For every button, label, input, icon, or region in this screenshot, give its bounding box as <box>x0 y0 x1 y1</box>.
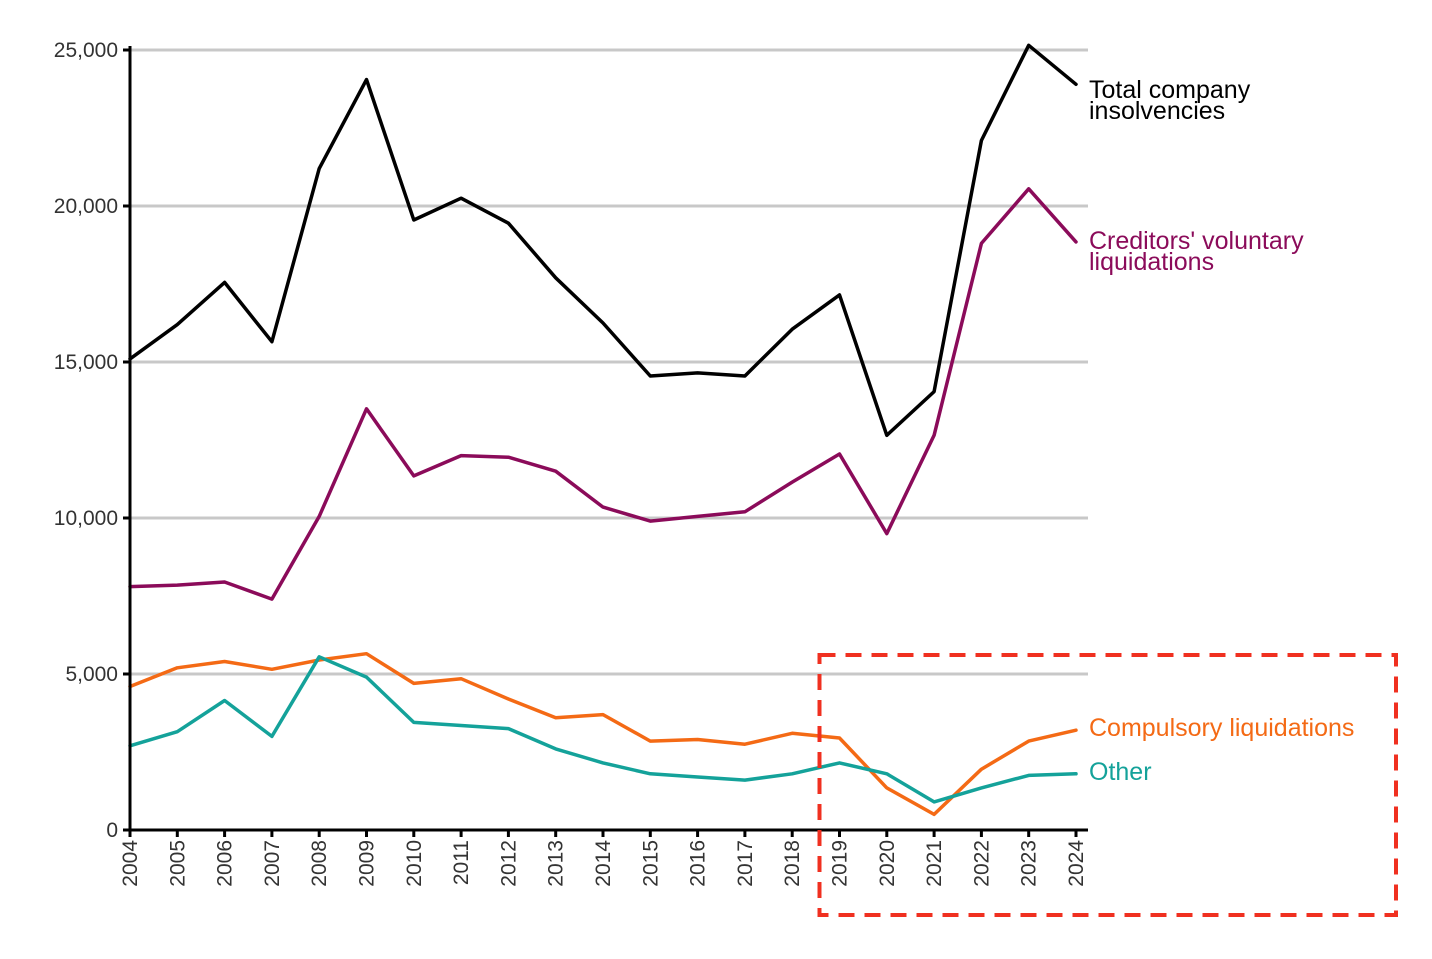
x-tick-label: 2019 <box>829 840 852 887</box>
y-tick-label: 20,000 <box>54 195 118 218</box>
series-label-other: Other <box>1089 758 1152 786</box>
x-tick-label: 2022 <box>970 840 993 887</box>
grid-layer <box>130 48 1088 676</box>
y-tick-label: 15,000 <box>54 351 118 374</box>
series-label-creditors-voluntary-liquidations: liquidations <box>1089 248 1214 276</box>
series-line-creditors-voluntary-liquidations <box>128 187 1078 601</box>
x-tick-label: 2016 <box>687 840 710 887</box>
x-tick-label: 2006 <box>214 840 237 887</box>
series-label-total-company-insolvencies: insolvencies <box>1089 97 1225 125</box>
x-tick-label: 2015 <box>639 840 662 887</box>
series-label-total-company-insolvencies: Total company <box>1089 76 1251 104</box>
x-tick-label: 2007 <box>261 840 284 887</box>
x-tick-label: 2021 <box>923 840 946 887</box>
y-tick-label: 5,000 <box>65 663 118 686</box>
x-tick-label: 2010 <box>403 840 426 887</box>
x-tick-label: 2005 <box>166 840 189 887</box>
x-tick-label: 2004 <box>119 840 142 887</box>
axis-layer: 0 5,000 10,000 15,000 20,000 25,000 2004 2005 20… <box>54 39 1088 887</box>
highlight-dashed-box <box>817 653 1398 917</box>
x-tick-label: 2018 <box>781 840 804 887</box>
x-tick-label: 2012 <box>497 840 520 887</box>
x-tick-label: 2014 <box>592 840 615 887</box>
y-tick-label: 25,000 <box>54 39 118 62</box>
series-line-other <box>128 655 1078 804</box>
series-line-total-company-insolvencies <box>128 43 1078 438</box>
series-label-creditors-voluntary-liquidations: Creditors' voluntary <box>1089 227 1304 255</box>
x-tick-label: 2013 <box>545 840 568 887</box>
x-tick-label: 2023 <box>1018 840 1041 887</box>
x-tick-label: 2017 <box>734 840 757 887</box>
series-label-compulsory-liquidations: Compulsory liquidations <box>1089 714 1354 742</box>
x-tick-label: 2008 <box>308 840 331 887</box>
x-tick-label: 2024 <box>1065 840 1088 887</box>
series-line-compulsory-liquidations <box>128 651 1078 817</box>
annotation-layer <box>817 653 1398 917</box>
x-tick-label: 2011 <box>450 840 473 885</box>
x-tick-label: 2009 <box>356 840 379 887</box>
series-layer <box>128 43 1078 817</box>
y-tick-label: 10,000 <box>54 507 118 530</box>
y-tick-label: 0 <box>106 819 118 842</box>
x-tick-label: 2020 <box>876 840 899 887</box>
